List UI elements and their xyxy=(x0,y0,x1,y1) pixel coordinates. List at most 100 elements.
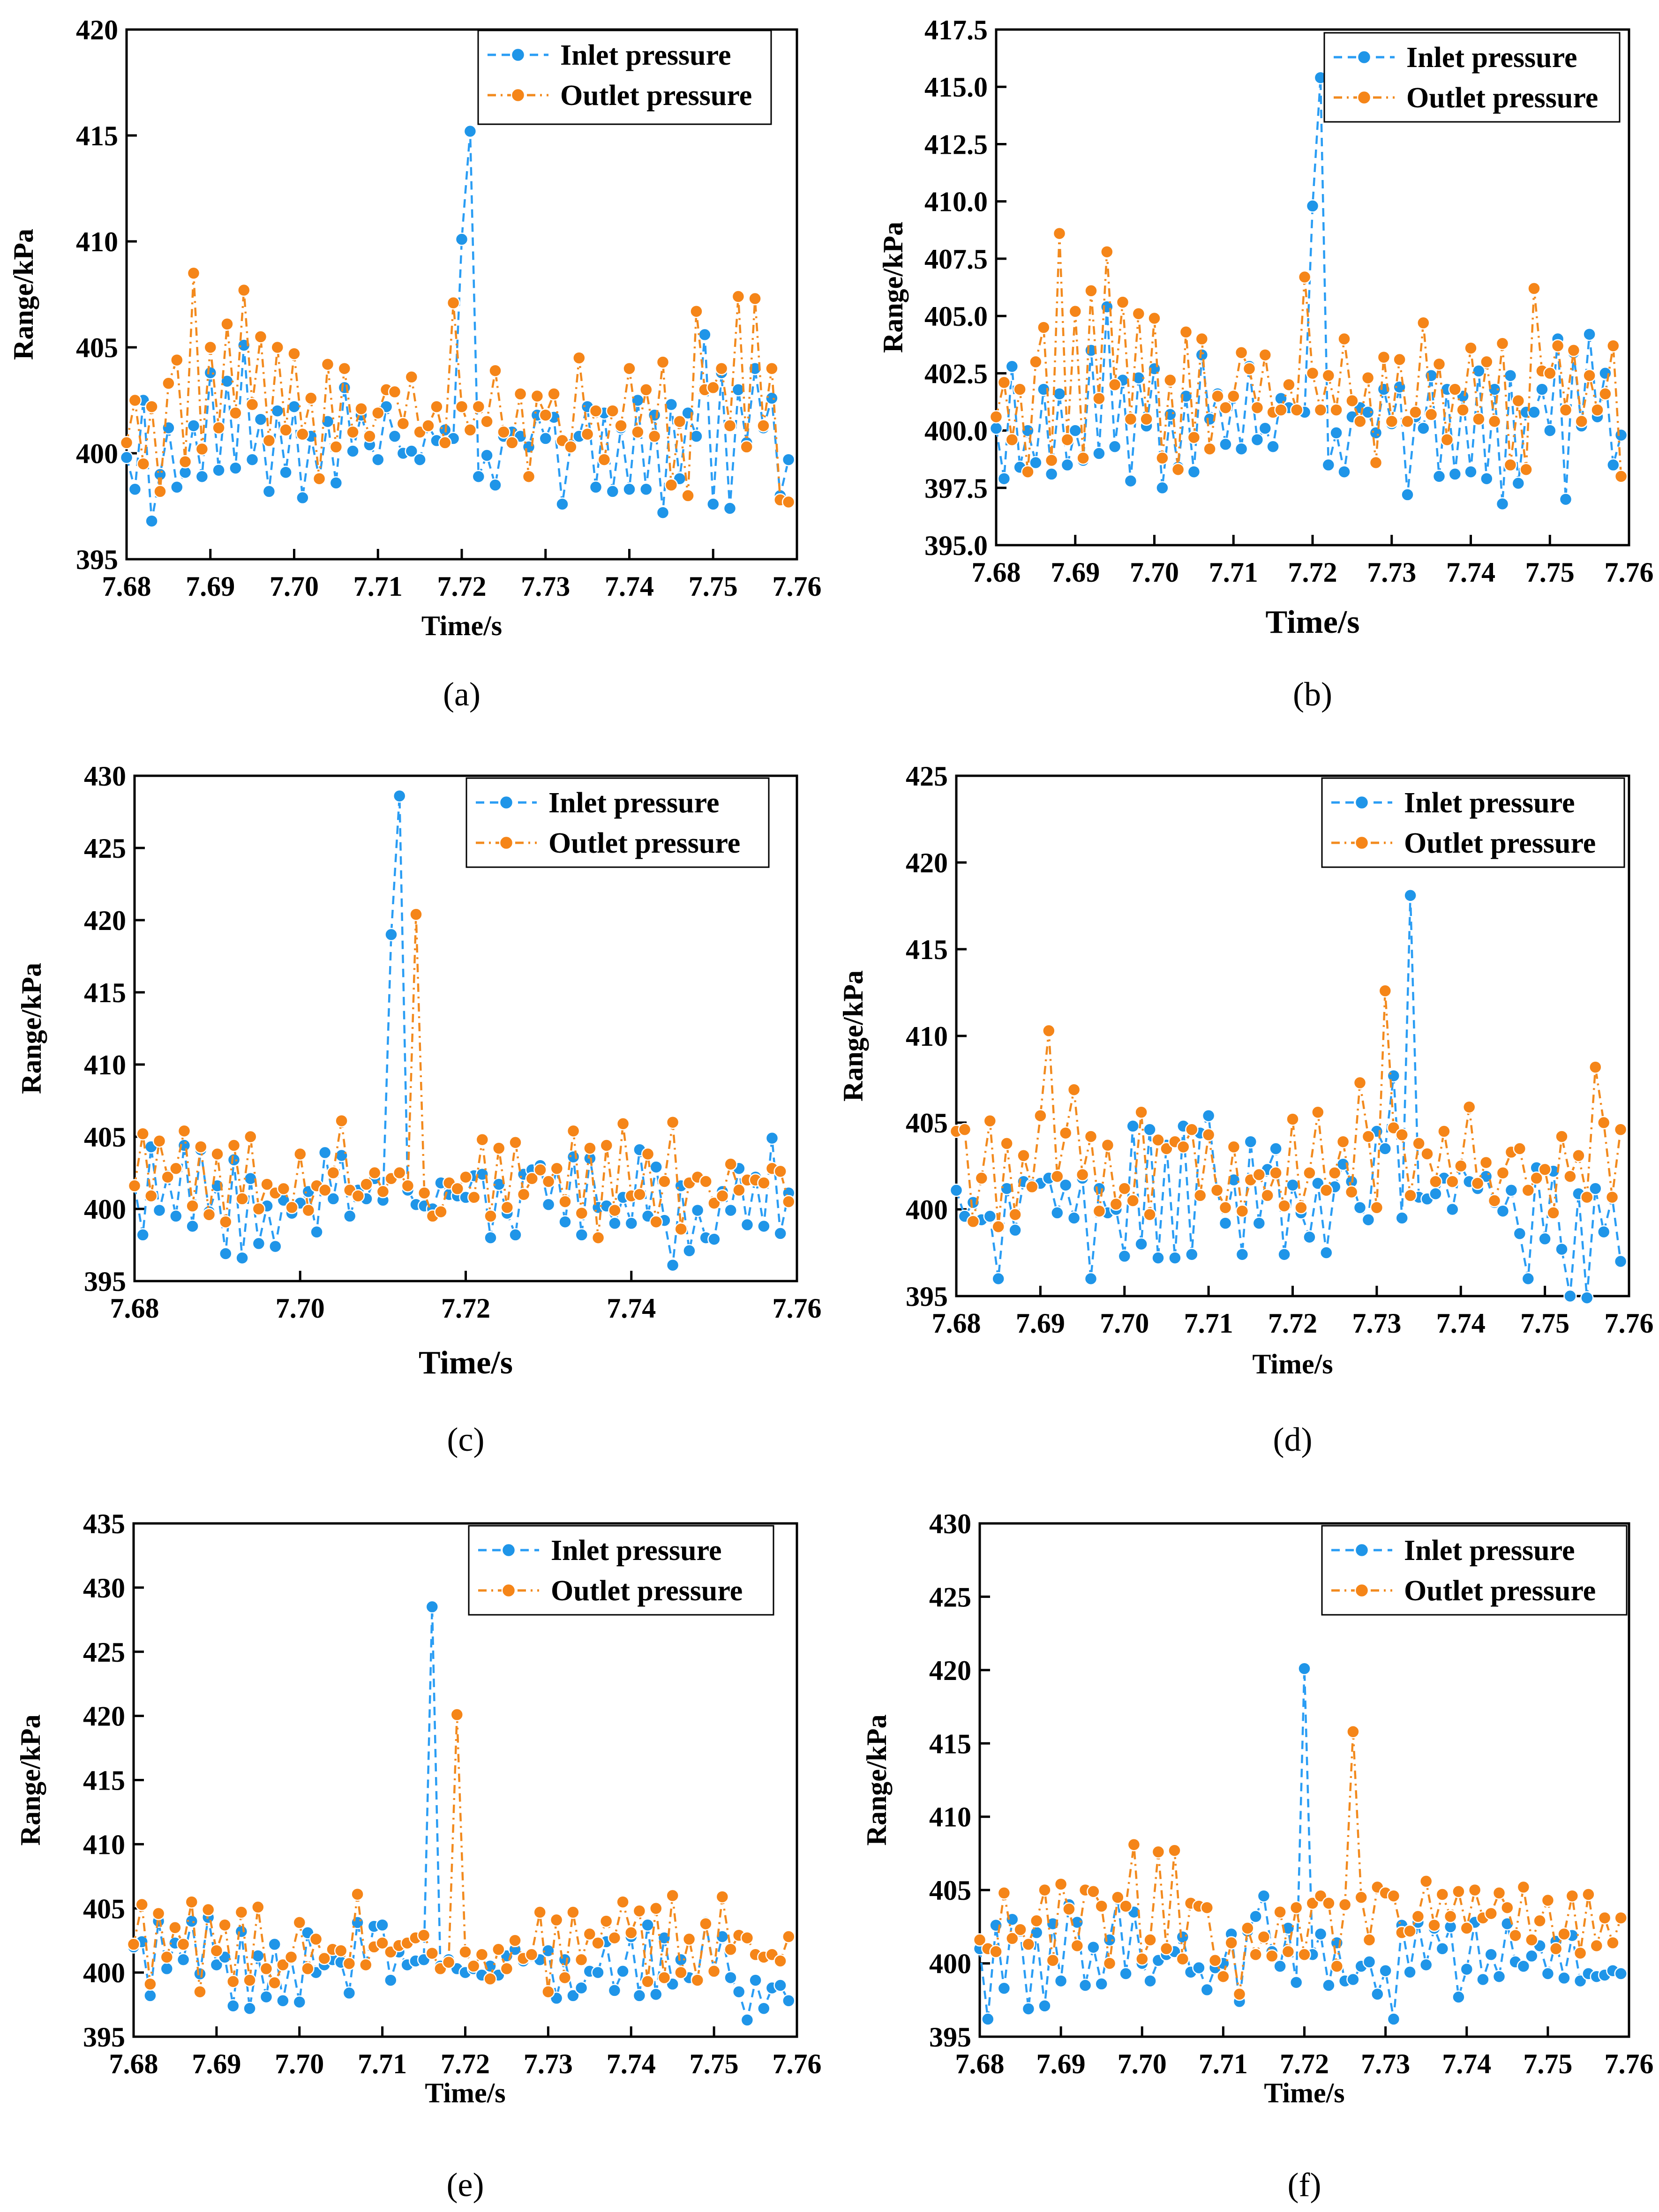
inlet-point xyxy=(425,1600,439,1614)
inlet-point xyxy=(472,470,486,483)
inlet-point xyxy=(757,2002,771,2016)
outlet-point xyxy=(1538,1162,1552,1177)
outlet-point xyxy=(732,1183,746,1197)
inlet-point xyxy=(346,444,360,458)
outlet-point xyxy=(1224,1936,1238,1950)
outlet-point xyxy=(690,304,703,318)
inlet-point xyxy=(989,421,1003,435)
outlet-point xyxy=(641,1975,654,1988)
inlet-point xyxy=(732,1985,746,1999)
inlet-point xyxy=(1538,1232,1552,1246)
inlet-point xyxy=(1597,1225,1611,1239)
inlet-point xyxy=(1371,1987,1384,2001)
outlet-point xyxy=(1070,1939,1084,1953)
x-axis-title: Time/s xyxy=(425,2077,505,2108)
inlet-point xyxy=(343,1209,357,1223)
outlet-point xyxy=(666,1889,679,1903)
inlet-point xyxy=(724,1203,737,1217)
chart-panel-d: 7.68 7.69 7.70 7.71 7.72 7.73 7.74 7.75 7.76 395 4… xyxy=(838,761,1654,1458)
outlet-point xyxy=(649,1215,663,1229)
outlet-point xyxy=(706,381,720,395)
outlet-point xyxy=(417,1186,431,1200)
outlet-point xyxy=(1521,1184,1535,1197)
inlet-point xyxy=(1484,1948,1498,1962)
inlet-point xyxy=(1143,1123,1156,1137)
outlet-point xyxy=(1591,403,1604,417)
y-tick-label: 395.0 xyxy=(924,530,988,561)
outlet-point xyxy=(1119,1899,1133,1913)
inlet-point xyxy=(556,497,569,511)
inlet-point xyxy=(1606,458,1620,472)
y-tick-label: 435 xyxy=(83,1508,125,1539)
outlet-point xyxy=(252,1202,266,1216)
inlet-point xyxy=(639,482,653,496)
inlet-point xyxy=(1329,426,1343,440)
inlet-point xyxy=(539,432,553,445)
outlet-point xyxy=(1403,1924,1417,1938)
outlet-point xyxy=(1054,1877,1068,1891)
inlet-point xyxy=(575,1228,589,1242)
y-tick-label: 425 xyxy=(84,833,126,864)
outlet-point xyxy=(997,1886,1011,1900)
outlet-point xyxy=(1273,1905,1287,1919)
legend-label-inlet: Inlet pressure xyxy=(1404,1535,1575,1567)
outlet-point xyxy=(1143,1207,1156,1222)
outlet-point xyxy=(666,1115,680,1129)
x-tick-label: 7.72 xyxy=(1268,1308,1317,1339)
inlet-point xyxy=(145,514,158,528)
outlet-point xyxy=(1232,1987,1246,2001)
outlet-point xyxy=(226,1975,240,1988)
outlet-point xyxy=(450,1708,464,1722)
outlet-point xyxy=(244,1130,257,1144)
outlet-point xyxy=(1067,1083,1081,1096)
outlet-point xyxy=(1058,1126,1073,1140)
outlet-point xyxy=(1551,339,1565,352)
inlet-point xyxy=(1495,497,1509,511)
outlet-point xyxy=(740,440,753,454)
inlet-point xyxy=(1303,1230,1316,1244)
x-tick-label: 7.74 xyxy=(1436,1308,1486,1339)
inlet-point xyxy=(1559,492,1573,506)
inlet-point xyxy=(455,232,469,246)
outlet-point xyxy=(1511,394,1525,408)
outlet-point xyxy=(321,357,335,371)
inlet-point xyxy=(1087,1940,1100,1954)
outlet-point xyxy=(1583,368,1596,382)
outlet-point xyxy=(1109,1197,1123,1211)
inlet-point xyxy=(1126,1119,1140,1133)
inlet-point xyxy=(749,1973,762,1987)
inlet-point xyxy=(254,412,268,426)
inlet-point xyxy=(1029,1926,1043,1940)
outlet-point xyxy=(335,1114,348,1128)
outlet-point xyxy=(143,1977,157,1991)
outlet-point xyxy=(1127,1837,1141,1852)
outlet-point xyxy=(558,1195,572,1208)
y-tick-label: 400 xyxy=(83,1957,125,1988)
inlet-point xyxy=(1362,1955,1376,1969)
outlet-point xyxy=(1000,1137,1013,1150)
outlet-point xyxy=(309,1932,323,1946)
inlet-point xyxy=(691,1203,705,1217)
inlet-point xyxy=(1067,1211,1081,1225)
outlet-point xyxy=(1306,367,1320,380)
outlet-point xyxy=(500,1962,514,1976)
inlet-point xyxy=(1005,360,1019,373)
y-tick-label: 415 xyxy=(906,934,948,965)
outlet-point xyxy=(1095,1899,1108,1913)
x-tick-label: 7.69 xyxy=(1036,2048,1086,2079)
inlet-point xyxy=(558,1215,572,1229)
outlet-point xyxy=(1132,307,1146,321)
outlet-point xyxy=(128,393,142,407)
outlet-point xyxy=(1555,1130,1569,1143)
inlet-point xyxy=(1511,476,1525,490)
outlet-point xyxy=(1549,1942,1563,1956)
inlet-point xyxy=(160,1962,174,1976)
inlet-point xyxy=(1432,470,1446,483)
outlet-point xyxy=(608,1203,622,1217)
outlet-point xyxy=(1557,1927,1571,1941)
inlet-point xyxy=(1417,421,1430,435)
outlet-point xyxy=(723,419,737,433)
inlet-point xyxy=(608,1216,622,1230)
outlet-point xyxy=(1311,1105,1325,1119)
outlet-point xyxy=(210,1944,224,1957)
